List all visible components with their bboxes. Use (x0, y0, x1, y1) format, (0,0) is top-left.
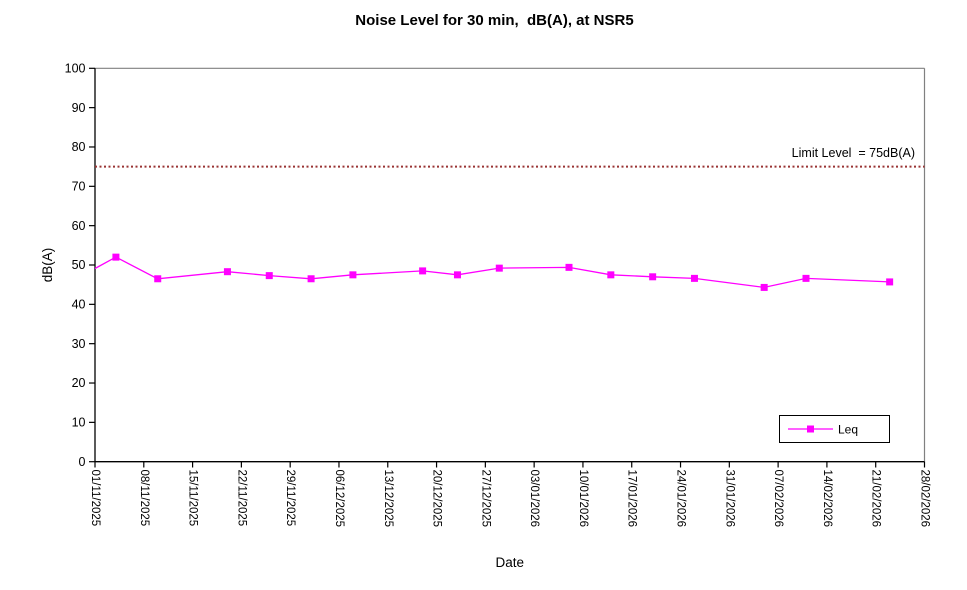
data-point-marker (802, 274, 810, 282)
data-point-marker (265, 272, 273, 280)
x-tick-label: 03/01/2026 (528, 470, 540, 528)
y-tick-label: 50 (72, 258, 86, 272)
legend-entry-label: Leq (838, 423, 858, 437)
data-point-marker (886, 278, 894, 286)
y-tick-label: 20 (72, 376, 86, 390)
data-point-marker (307, 275, 315, 283)
data-point-marker (112, 253, 120, 261)
legend-marker-icon (807, 425, 814, 433)
x-tick-label: 17/01/2026 (626, 470, 638, 528)
y-tick-label: 40 (72, 298, 86, 312)
x-tick-label: 14/02/2026 (821, 470, 833, 528)
x-tick-label: 01/11/2025 (89, 470, 101, 527)
y-tick-label: 60 (72, 219, 86, 233)
y-tick-label: 80 (72, 140, 86, 154)
legend: Leq (779, 415, 890, 443)
x-tick-label: 08/11/2025 (138, 470, 150, 527)
y-tick-label: 70 (72, 180, 86, 194)
x-tick-label: 15/11/2025 (187, 470, 199, 527)
limit-level-label: Limit Level = 75dB(A) (792, 146, 915, 160)
chart-title: Noise Level for 30 min, dB(A), at NSR5 (355, 12, 634, 29)
data-point-marker (607, 271, 615, 279)
x-tick-label: 13/12/2025 (382, 470, 394, 528)
data-point-marker (565, 263, 573, 271)
x-axis-title: Date (496, 555, 525, 570)
data-point-marker (419, 267, 427, 275)
x-tick-label: 20/12/2025 (431, 470, 443, 528)
data-point-marker (349, 271, 357, 279)
x-tick-label: 22/11/2025 (235, 470, 247, 527)
y-tick-label: 0 (79, 455, 86, 469)
x-tick-label: 28/02/2026 (919, 470, 931, 528)
data-point-marker (690, 274, 698, 282)
x-tick-label: 27/12/2025 (479, 470, 491, 528)
leq-line (94, 256, 890, 289)
y-tick-label: 10 (72, 416, 86, 430)
data-point-marker (760, 283, 768, 291)
data-point-marker (649, 273, 657, 281)
x-axis-ticks: 01/11/2025 08/11/2025 15/11/2025 22/11/2025… (89, 461, 931, 528)
y-axis-title: dB(A) (40, 248, 55, 283)
x-tick-label: 06/12/2025 (333, 470, 345, 528)
y-axis-ticks: 0 10 20 30 40 50 60 70 80 90 100 (65, 62, 95, 469)
x-tick-label: 10/01/2026 (577, 470, 589, 528)
data-point-marker (453, 271, 461, 279)
data-point-marker (495, 264, 503, 272)
x-tick-label: 24/01/2026 (675, 470, 687, 528)
x-tick-label: 29/11/2025 (284, 470, 296, 527)
x-tick-label: 07/02/2026 (772, 470, 784, 528)
y-tick-label: 100 (65, 62, 86, 76)
y-tick-label: 90 (72, 101, 86, 115)
y-tick-label: 30 (72, 337, 86, 351)
x-tick-label: 31/01/2026 (723, 470, 735, 528)
leq-series (94, 253, 894, 291)
data-point-marker (223, 268, 231, 276)
x-tick-label: 21/02/2026 (870, 470, 882, 528)
data-point-marker (154, 275, 162, 283)
